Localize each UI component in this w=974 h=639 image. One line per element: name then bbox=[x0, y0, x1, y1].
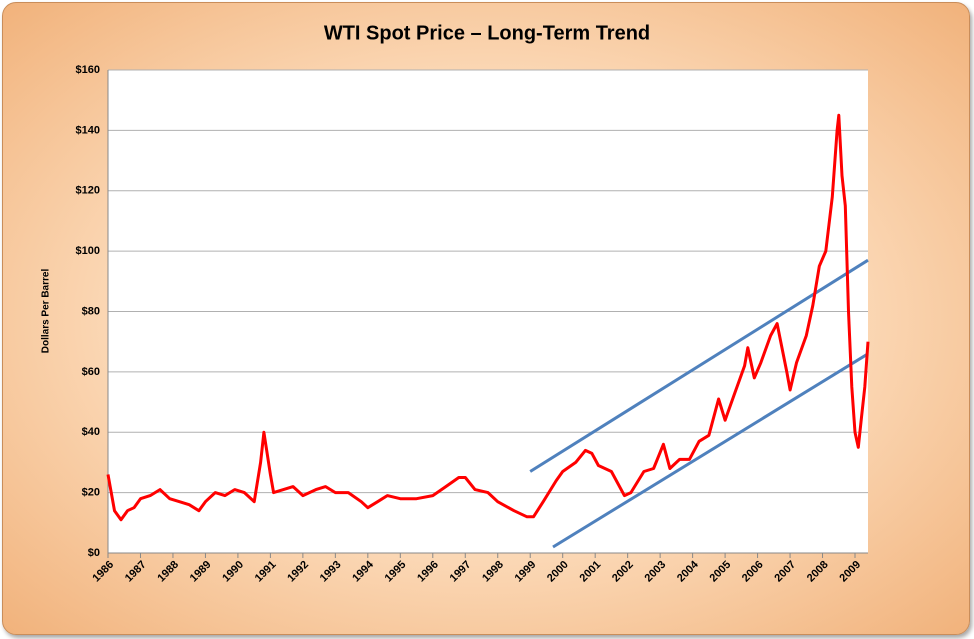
x-tick-label: 1994 bbox=[350, 558, 376, 584]
y-tick-label: $0 bbox=[88, 547, 100, 559]
y-tick-label: $140 bbox=[76, 124, 100, 136]
x-tick-label: 2001 bbox=[578, 559, 604, 585]
x-tick-label: 1989 bbox=[188, 559, 214, 585]
x-tick-label: 1997 bbox=[448, 559, 474, 585]
chart-title: WTI Spot Price – Long-Term Trend bbox=[324, 22, 650, 44]
x-tick-label: 1996 bbox=[415, 559, 441, 585]
x-tick-label: 2007 bbox=[772, 559, 798, 585]
x-tick-label: 1990 bbox=[220, 559, 246, 585]
y-tick-label: $60 bbox=[82, 366, 100, 378]
x-tick-label: 1991 bbox=[253, 559, 279, 585]
x-tick-label: 1987 bbox=[123, 559, 149, 585]
trend-line bbox=[529, 258, 869, 473]
x-tick-label: 1999 bbox=[513, 559, 539, 585]
x-tick-label: 2000 bbox=[545, 559, 571, 585]
x-tick-label: 2004 bbox=[675, 558, 701, 584]
x-tick-label: 1992 bbox=[285, 559, 311, 585]
x-tick-label: 1995 bbox=[383, 559, 409, 585]
y-tick-label: $120 bbox=[76, 185, 100, 197]
y-tick-label: $40 bbox=[82, 426, 100, 438]
x-tick-label: 1988 bbox=[155, 559, 181, 585]
y-tick-label: $20 bbox=[82, 487, 100, 499]
x-tick-label: 2002 bbox=[610, 559, 636, 585]
price-line bbox=[106, 113, 870, 522]
x-tick-label: 1986 bbox=[90, 559, 116, 585]
x-tick-label: 2009 bbox=[837, 559, 863, 585]
y-tick-label: $80 bbox=[82, 305, 100, 317]
y-tick-label: $100 bbox=[76, 245, 100, 257]
x-tick-label: 2008 bbox=[805, 559, 831, 585]
y-tick-label: $160 bbox=[76, 64, 100, 76]
x-tick-label: 2005 bbox=[707, 559, 733, 585]
x-tick-label: 2006 bbox=[740, 559, 766, 585]
trend-line bbox=[552, 352, 869, 549]
x-tick-label: 2003 bbox=[643, 559, 669, 585]
x-tick-label: 1993 bbox=[318, 559, 344, 585]
y-axis-label: Dollars Per Barrel bbox=[41, 269, 52, 354]
x-tick-label: 1998 bbox=[480, 559, 506, 585]
